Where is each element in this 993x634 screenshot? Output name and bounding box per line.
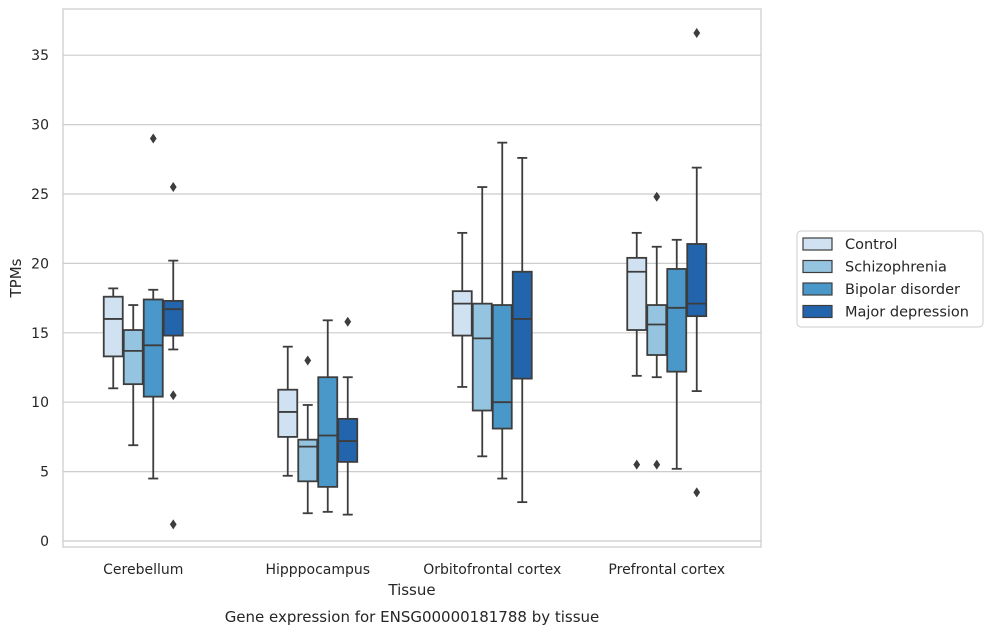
outlier-marker: [304, 355, 312, 366]
y-tick-label: 30: [31, 118, 49, 134]
plot-frame: [62, 8, 762, 548]
legend-frame: [796, 230, 984, 328]
legend-label: Control: [845, 237, 897, 253]
legend-label: Schizophrenia: [845, 260, 947, 276]
legend-swatch: [802, 237, 833, 251]
x-axis-title: Tissue: [387, 581, 435, 599]
outlier-marker: [169, 519, 177, 530]
legend-swatch: [802, 304, 833, 319]
category-group: [451, 141, 533, 504]
box: [142, 298, 164, 398]
box: [511, 270, 533, 380]
y-tick-label: 0: [40, 534, 49, 550]
outlier-marker: [169, 390, 177, 401]
box: [122, 329, 144, 386]
outlier-marker: [653, 459, 661, 470]
y-tick-label: 15: [31, 326, 49, 342]
box: [102, 295, 124, 358]
box: [297, 438, 319, 483]
x-tick-labels: Cerebellum Hipppocampus Orbitofrontal cort…: [103, 562, 725, 578]
outlier-marker: [149, 133, 157, 144]
box: [317, 376, 339, 488]
y-tick-label: 10: [31, 395, 49, 411]
box: [491, 304, 513, 430]
category-group: [102, 133, 184, 530]
box: [277, 388, 299, 438]
y-tick-label: 20: [31, 256, 49, 272]
box: [162, 299, 184, 337]
outlier-marker: [693, 487, 701, 498]
legend-label: Major depression: [845, 305, 969, 321]
box: [686, 243, 708, 318]
box: [471, 302, 493, 412]
category-group: [277, 316, 359, 516]
figure-caption: Gene expression for ENSG00000181788 by t…: [225, 608, 600, 626]
x-tick-label: Orbitofrontal cortex: [423, 562, 561, 578]
box-groups: [102, 27, 708, 530]
legend-swatch: [802, 282, 833, 296]
legend-swatch: [802, 259, 833, 274]
box: [646, 304, 668, 356]
y-tick-labels: 0 5 10 15 20 25 30 35: [31, 48, 49, 550]
legend: Control Schizophrenia Bipolar disorder Majo…: [796, 230, 984, 328]
outlier-marker: [653, 191, 661, 202]
x-tick-label: Hipppocampus: [265, 562, 370, 578]
outlier-marker: [169, 182, 177, 193]
outlier-marker: [633, 459, 641, 470]
box: [666, 268, 688, 373]
box: [626, 256, 648, 331]
x-tick-label: Prefrontal cortex: [608, 562, 725, 578]
category-group: [626, 27, 708, 498]
outlier-marker: [693, 27, 701, 38]
y-tick-label: 35: [31, 48, 49, 64]
y-axis-title: TPMs: [7, 258, 25, 298]
x-tick-label: Cerebellum: [103, 562, 183, 578]
box: [451, 290, 473, 337]
outlier-marker: [344, 316, 352, 327]
y-tick-label: 25: [31, 187, 49, 203]
y-tick-label: 5: [40, 465, 49, 481]
legend-label: Bipolar disorder: [845, 282, 960, 298]
